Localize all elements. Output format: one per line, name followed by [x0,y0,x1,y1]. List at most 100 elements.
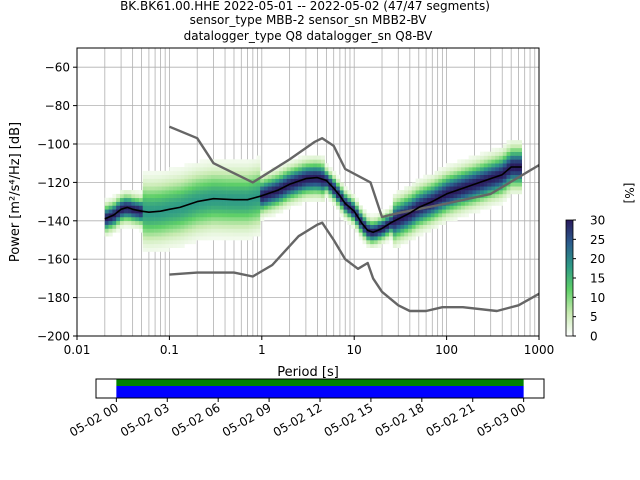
heatmap-cell [245,186,250,191]
heatmap-cell [222,193,227,199]
heatmap-cell [180,174,185,179]
timeline-tick-label: 05-02 09 [220,400,274,439]
heatmap-cell [419,209,424,214]
heatmap-cell [476,209,481,214]
heatmap-cell [336,174,341,179]
heatmap-cell [392,224,397,229]
heatmap-cell [343,205,348,210]
heatmap-cell [218,209,223,214]
heatmap-cell [442,174,447,179]
heatmap-cell [495,159,500,164]
heatmap-cell [457,170,462,176]
heatmap-cell [506,190,511,195]
heatmap-cell [339,201,344,206]
heatmap-cell [256,167,261,172]
heatmap-cell [502,174,507,179]
heatmap-cell [468,190,473,195]
heatmap-cell [229,163,234,168]
heatmap-cell [286,186,291,191]
heatmap-cell [430,209,435,214]
heatmap-cell [290,174,295,179]
heatmap-cell [453,201,458,206]
heatmap-cell [256,216,261,222]
heatmap-cell [138,213,144,218]
heatmap-cell [157,243,162,248]
heatmap-cell [445,193,451,199]
heatmap-cell [415,201,420,206]
heatmap-cell [256,213,261,218]
heatmap-cell [286,170,291,176]
heatmap-cell [233,216,238,222]
heatmap-cell [112,193,117,199]
timeline-tick-label: 05-02 18 [373,400,427,439]
heatmap-cell [324,193,329,199]
mean-psd-line [104,166,522,234]
heatmap-cell [267,193,272,199]
heatmap-cell [203,170,208,176]
heatmap-cell [161,193,166,199]
heatmap-cell [377,228,382,233]
heatmap-cell [286,205,291,210]
heatmap-cell [248,193,253,199]
heatmap-cell [495,163,500,168]
heatmap-cell [419,228,424,233]
heatmap-cell [154,182,159,187]
heatmap-cell [362,232,367,237]
heatmap-cell [476,201,481,206]
heatmap-cell [404,201,409,206]
heatmap-cell [226,232,231,237]
heatmap-cell [267,213,272,218]
heatmap-cell [241,159,246,164]
heatmap-cell [445,174,451,179]
heatmap-cell [354,224,360,229]
heatmap-cell [343,216,348,222]
heatmap-cell [468,159,473,164]
heatmap-cell [142,240,147,245]
heatmap-cell [396,197,401,202]
heatmap-cell [430,220,435,225]
heatmap-cell [483,201,488,206]
heatmap-cell [203,186,208,191]
heatmap-cell [366,236,371,241]
heatmap-cell [366,224,371,229]
heatmap-cell [400,232,405,237]
heatmap-cell [176,209,181,214]
heatmap-cell [411,213,416,218]
heatmap-cell [245,205,250,210]
heatmap-cell [480,197,485,202]
heatmap-cell [400,224,405,229]
heatmap-cell [165,240,170,245]
heatmap-cell [135,220,140,225]
heatmap-cell [245,224,250,229]
heatmap-cell [207,186,212,191]
x-axis-label: Period [s] [277,365,339,380]
heatmap-cell [131,220,136,225]
heatmap-cell [415,193,420,199]
heatmap-cell [430,190,435,195]
heatmap-cell [218,228,223,233]
heatmap-cell [358,209,363,214]
heatmap-cell [408,205,413,210]
heatmap-cell [392,240,397,245]
heatmap-cell [351,193,356,199]
heatmap-cell [195,170,200,176]
heatmap-cell [445,178,451,183]
heatmap-cell [453,170,458,176]
heatmap-cell [408,193,413,199]
heatmap-cell [457,186,462,191]
heatmap-cell [210,201,216,206]
heatmap-cell [165,186,170,191]
heatmap-cell [290,159,295,164]
colorbar-gradient [565,219,574,337]
heatmap-cell [453,193,458,199]
heatmap-cell [222,159,227,164]
heatmap-cell [423,193,428,199]
heatmap-cell [434,201,439,206]
heatmap-cell [476,167,481,172]
timeline-tick-label: 05-03 00 [474,400,528,439]
title-line-2: sensor_type MBB-2 sensor_sn MBB2-BV [190,13,428,27]
heatmap-cell [442,170,447,176]
heatmap-cell [161,228,166,233]
heatmap-cell [214,205,219,210]
